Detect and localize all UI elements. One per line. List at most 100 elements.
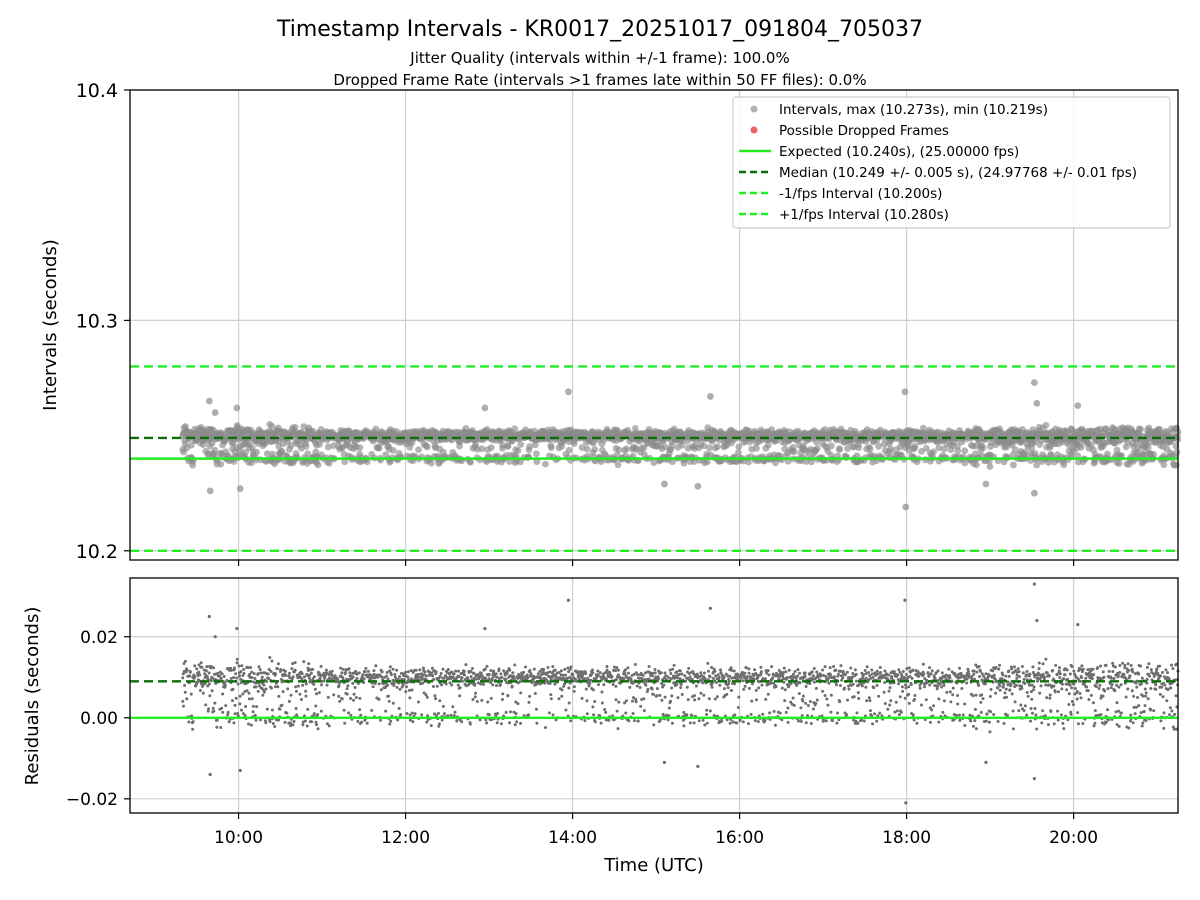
residual-point	[221, 692, 225, 696]
residual-point	[713, 669, 717, 673]
residual-point	[747, 671, 751, 675]
residual-point	[522, 670, 526, 674]
residual-point	[516, 702, 520, 706]
residual-point	[663, 695, 667, 699]
residual-point	[238, 674, 242, 678]
residual-point	[631, 711, 635, 715]
residual-point	[199, 661, 203, 665]
residual-point	[301, 723, 305, 727]
interval-point	[753, 444, 760, 452]
residual-point	[482, 682, 485, 686]
interval-point	[372, 425, 380, 433]
residual-point	[888, 686, 892, 690]
residual-point	[234, 696, 238, 700]
residual-point	[839, 664, 843, 668]
residual-point	[351, 675, 355, 679]
residual-point	[784, 670, 788, 674]
residual-point	[750, 682, 754, 686]
residual-point	[809, 721, 813, 725]
interval-point-outlier	[982, 480, 990, 488]
residual-point	[883, 669, 887, 673]
residual-point	[801, 699, 805, 703]
interval-point	[314, 461, 322, 469]
interval-point	[790, 448, 798, 455]
residual-point	[616, 727, 620, 731]
residual-point	[750, 699, 754, 703]
residual-point	[492, 669, 496, 673]
residual-point	[551, 713, 555, 717]
residual-point	[658, 693, 662, 697]
residual-point	[294, 685, 298, 689]
residual-point	[702, 693, 706, 697]
residual-point	[524, 665, 528, 669]
residual-point	[675, 682, 679, 686]
residual-point	[453, 710, 457, 714]
residual-point	[792, 703, 796, 707]
residual-point	[268, 655, 272, 659]
residual-point	[288, 671, 291, 675]
residual-point	[460, 676, 464, 680]
residual-point	[646, 687, 650, 691]
residual-point	[671, 667, 675, 671]
residual-point	[384, 709, 388, 713]
residual-point	[223, 683, 227, 687]
residual-point	[911, 668, 915, 672]
residual-point	[480, 698, 484, 702]
residual-point	[372, 672, 376, 676]
residual-point	[829, 710, 833, 714]
residual-point	[232, 676, 236, 680]
residual-point	[548, 670, 552, 674]
residual-point	[610, 675, 614, 679]
residual-point	[870, 672, 874, 676]
residual-point	[832, 675, 836, 679]
residual-point	[253, 713, 257, 717]
interval-point	[1172, 461, 1180, 469]
residual-point	[847, 687, 851, 691]
interval-point-outlier	[211, 409, 219, 416]
residual-point	[928, 683, 932, 687]
residual-point	[591, 688, 595, 692]
residual-point	[600, 690, 604, 694]
residual-point	[377, 697, 381, 701]
residual-point	[320, 683, 323, 687]
residual-point	[855, 711, 859, 715]
residual-point	[894, 700, 898, 704]
residual-point	[261, 693, 265, 697]
residual-point	[675, 670, 679, 674]
intervals-y-tick-label: 10.3	[76, 310, 118, 332]
residual-point	[547, 711, 551, 715]
residual-point	[220, 672, 224, 676]
residual-point	[930, 708, 934, 712]
residual-point	[624, 699, 628, 703]
residual-point	[875, 719, 879, 723]
residual-point	[705, 712, 709, 716]
residual-point	[290, 667, 294, 671]
residual-point	[504, 710, 508, 714]
residual-point	[832, 664, 836, 668]
residual-point	[193, 675, 197, 679]
figure-subtitle-dropped: Dropped Frame Rate (intervals >1 frames …	[333, 71, 866, 89]
residual-point	[500, 698, 504, 702]
interval-point-outlier	[694, 482, 702, 490]
residual-point	[572, 685, 576, 689]
residual-point	[607, 718, 611, 722]
residual-point	[585, 699, 589, 703]
residual-point	[405, 711, 409, 715]
residual-point	[913, 694, 917, 698]
interval-point	[668, 442, 676, 450]
residual-point	[276, 685, 280, 689]
residual-point	[580, 696, 584, 700]
residual-point	[269, 669, 273, 673]
interval-point	[1077, 443, 1085, 451]
residual-point	[293, 661, 297, 665]
interval-point	[199, 441, 207, 448]
residual-point	[801, 694, 805, 698]
residual-point	[630, 699, 634, 703]
legend-marker	[750, 105, 758, 113]
residual-point	[460, 679, 464, 683]
residual-point	[468, 722, 472, 726]
residual-point	[220, 706, 224, 710]
residual-point	[316, 727, 320, 731]
residual-point	[387, 699, 391, 703]
residual-point	[783, 688, 787, 692]
